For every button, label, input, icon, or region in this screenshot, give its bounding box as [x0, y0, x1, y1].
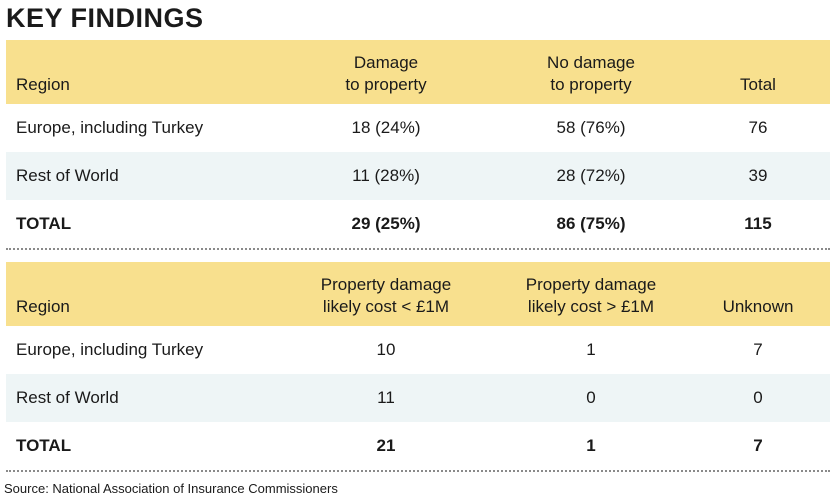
header-cost-under: Property damage likely cost < £1M [276, 262, 496, 326]
table-header-row: Region Property damage likely cost < £1M… [6, 262, 830, 326]
header-cost-over-line2: likely cost > £1M [527, 297, 655, 316]
row-over: 0 [586, 388, 596, 407]
header-cost-under-line1: Property damage [320, 275, 452, 294]
row-damage: 11 (28%) [352, 166, 420, 185]
table-row: Rest of World 11 (28%) 28 (72%) 39 [6, 152, 830, 200]
header-no-damage-line1: No damage [547, 53, 635, 72]
row-region: Europe, including Turkey [16, 340, 204, 359]
header-damage-line2: to property [345, 75, 427, 94]
table-header-row: Region Damage to property No damage to p… [6, 40, 830, 104]
row-total: 76 [748, 118, 768, 137]
page-title: KEY FINDINGS [6, 3, 204, 33]
row-region: TOTAL [16, 214, 72, 233]
header-unknown: Unknown [722, 297, 794, 316]
row-region: TOTAL [16, 436, 72, 455]
header-no-damage: No damage to property [496, 40, 686, 104]
row-unknown: 7 [753, 340, 763, 359]
table-total-row: TOTAL 21 1 7 [6, 422, 830, 470]
table-total-row: TOTAL 29 (25%) 86 (75%) 115 [6, 200, 830, 248]
row-damage: 18 (24%) [351, 118, 421, 137]
row-total: 39 [748, 166, 768, 185]
row-under: 11 [377, 388, 395, 407]
table-row: Rest of World 11 0 0 [6, 374, 830, 422]
row-unknown: 7 [753, 436, 763, 455]
row-region: Europe, including Turkey [16, 118, 204, 137]
row-under: 21 [376, 436, 396, 455]
section-divider [6, 248, 830, 250]
header-region: Region [16, 75, 70, 94]
property-damage-table: Region Damage to property No damage to p… [6, 40, 830, 248]
header-cost-over: Property damage likely cost > £1M [496, 262, 686, 326]
table-row: Europe, including Turkey 10 1 7 [6, 326, 830, 374]
row-over: 1 [586, 340, 596, 359]
row-region: Rest of World [16, 166, 119, 185]
row-no-damage: 86 (75%) [556, 214, 626, 233]
header-cost-over-line1: Property damage [525, 275, 657, 294]
header-damage: Damage to property [276, 40, 496, 104]
header-region: Region [16, 297, 70, 316]
row-no-damage: 28 (72%) [556, 166, 626, 185]
row-region: Rest of World [16, 388, 119, 407]
damage-cost-table: Region Property damage likely cost < £1M… [6, 262, 830, 470]
row-damage: 29 (25%) [351, 214, 421, 233]
row-no-damage: 58 (76%) [556, 118, 626, 137]
row-under: 10 [376, 340, 396, 359]
header-damage-line1: Damage [353, 53, 419, 72]
header-cost-under-line2: likely cost < £1M [322, 297, 450, 316]
row-unknown: 0 [753, 388, 763, 407]
section-divider [6, 470, 830, 472]
header-total: Total [740, 75, 776, 94]
row-over: 1 [586, 436, 596, 455]
table-row: Europe, including Turkey 18 (24%) 58 (76… [6, 104, 830, 152]
row-total: 115 [744, 214, 772, 233]
header-no-damage-line2: to property [550, 75, 632, 94]
source-note: Source: National Association of Insuranc… [4, 481, 338, 496]
